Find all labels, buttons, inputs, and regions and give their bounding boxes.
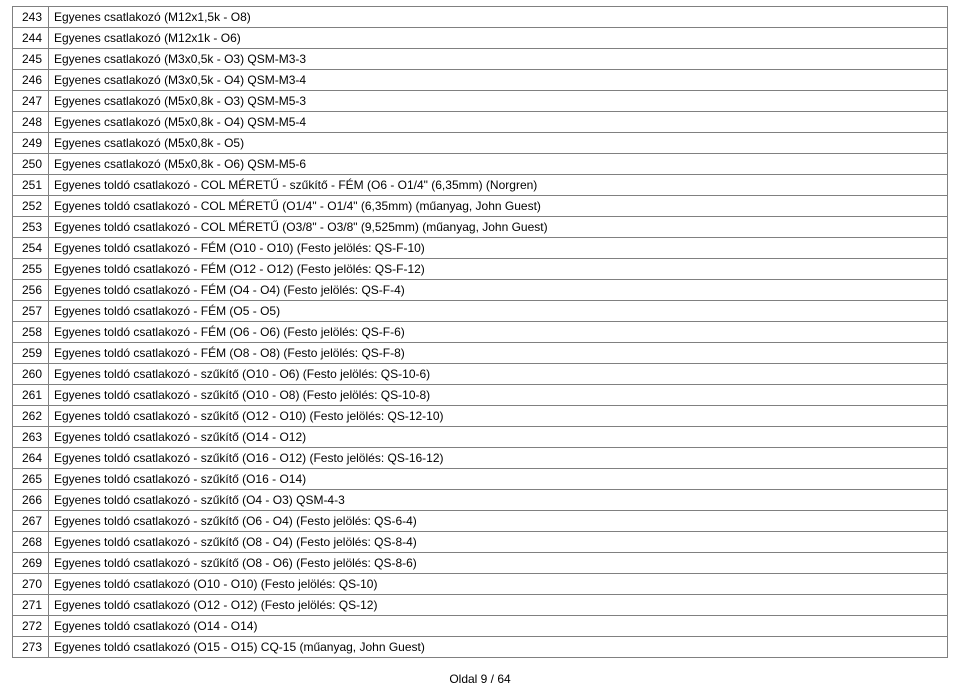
- row-description: Egyenes toldó csatlakozó - FÉM (O5 - O5): [49, 301, 948, 322]
- table-row: 267Egyenes toldó csatlakozó - szűkítő (O…: [13, 511, 948, 532]
- row-number: 254: [13, 238, 49, 259]
- table-row: 250Egyenes csatlakozó (M5x0,8k - O6) QSM…: [13, 154, 948, 175]
- table-row: 269Egyenes toldó csatlakozó - szűkítő (O…: [13, 553, 948, 574]
- row-number: 266: [13, 490, 49, 511]
- row-number: 253: [13, 217, 49, 238]
- row-description: Egyenes toldó csatlakozó - szűkítő (O8 -…: [49, 553, 948, 574]
- row-description: Egyenes csatlakozó (M5x0,8k - O3) QSM-M5…: [49, 91, 948, 112]
- row-number: 265: [13, 469, 49, 490]
- row-number: 246: [13, 70, 49, 91]
- row-description: Egyenes toldó csatlakozó - szűkítő (O8 -…: [49, 532, 948, 553]
- row-number: 249: [13, 133, 49, 154]
- row-number: 268: [13, 532, 49, 553]
- row-description: Egyenes toldó csatlakozó (O12 - O12) (Fe…: [49, 595, 948, 616]
- row-number: 257: [13, 301, 49, 322]
- row-number: 251: [13, 175, 49, 196]
- table-row: 244Egyenes csatlakozó (M12x1k - O6): [13, 28, 948, 49]
- row-number: 271: [13, 595, 49, 616]
- row-number: 247: [13, 91, 49, 112]
- table-row: 258Egyenes toldó csatlakozó - FÉM (O6 - …: [13, 322, 948, 343]
- row-number: 250: [13, 154, 49, 175]
- row-number: 248: [13, 112, 49, 133]
- row-description: Egyenes toldó csatlakozó - COL MÉRETŰ (O…: [49, 196, 948, 217]
- table-row: 254Egyenes toldó csatlakozó - FÉM (O10 -…: [13, 238, 948, 259]
- row-description: Egyenes toldó csatlakozó - FÉM (O10 - O1…: [49, 238, 948, 259]
- row-number: 260: [13, 364, 49, 385]
- row-number: 256: [13, 280, 49, 301]
- table-row: 255Egyenes toldó csatlakozó - FÉM (O12 -…: [13, 259, 948, 280]
- row-number: 261: [13, 385, 49, 406]
- table-row: 249Egyenes csatlakozó (M5x0,8k - O5): [13, 133, 948, 154]
- table-row: 261Egyenes toldó csatlakozó - szűkítő (O…: [13, 385, 948, 406]
- row-number: 262: [13, 406, 49, 427]
- table-row: 259Egyenes toldó csatlakozó - FÉM (O8 - …: [13, 343, 948, 364]
- row-description: Egyenes toldó csatlakozó - szűkítő (O4 -…: [49, 490, 948, 511]
- row-description: Egyenes toldó csatlakozó - FÉM (O12 - O1…: [49, 259, 948, 280]
- page-number: Oldal 9 / 64: [449, 672, 510, 686]
- row-description: Egyenes toldó csatlakozó - szűkítő (O12 …: [49, 406, 948, 427]
- table-row: 266Egyenes toldó csatlakozó - szűkítő (O…: [13, 490, 948, 511]
- table-row: 245Egyenes csatlakozó (M3x0,5k - O3) QSM…: [13, 49, 948, 70]
- row-description: Egyenes csatlakozó (M12x1k - O6): [49, 28, 948, 49]
- table-row: 251Egyenes toldó csatlakozó - COL MÉRETŰ…: [13, 175, 948, 196]
- row-description: Egyenes toldó csatlakozó - szűkítő (O14 …: [49, 427, 948, 448]
- table-row: 262Egyenes toldó csatlakozó - szűkítő (O…: [13, 406, 948, 427]
- table-row: 252Egyenes toldó csatlakozó - COL MÉRETŰ…: [13, 196, 948, 217]
- table-row: 263Egyenes toldó csatlakozó - szűkítő (O…: [13, 427, 948, 448]
- row-description: Egyenes csatlakozó (M12x1,5k - O8): [49, 7, 948, 28]
- row-description: Egyenes toldó csatlakozó - COL MÉRETŰ - …: [49, 175, 948, 196]
- row-description: Egyenes csatlakozó (M3x0,5k - O3) QSM-M3…: [49, 49, 948, 70]
- row-description: Egyenes toldó csatlakozó - szűkítő (O16 …: [49, 448, 948, 469]
- row-description: Egyenes csatlakozó (M5x0,8k - O4) QSM-M5…: [49, 112, 948, 133]
- table-row: 253Egyenes toldó csatlakozó - COL MÉRETŰ…: [13, 217, 948, 238]
- row-description: Egyenes toldó csatlakozó (O10 - O10) (Fe…: [49, 574, 948, 595]
- table-row: 264Egyenes toldó csatlakozó - szűkítő (O…: [13, 448, 948, 469]
- page-footer: Oldal 9 / 64: [12, 672, 948, 686]
- row-number: 245: [13, 49, 49, 70]
- table-row: 273Egyenes toldó csatlakozó (O15 - O15) …: [13, 637, 948, 658]
- row-number: 259: [13, 343, 49, 364]
- row-number: 270: [13, 574, 49, 595]
- table-row: 260Egyenes toldó csatlakozó - szűkítő (O…: [13, 364, 948, 385]
- row-description: Egyenes csatlakozó (M5x0,8k - O6) QSM-M5…: [49, 154, 948, 175]
- table-row: 257Egyenes toldó csatlakozó - FÉM (O5 - …: [13, 301, 948, 322]
- parts-table: 243Egyenes csatlakozó (M12x1,5k - O8)244…: [12, 6, 948, 658]
- table-row: 247Egyenes csatlakozó (M5x0,8k - O3) QSM…: [13, 91, 948, 112]
- row-description: Egyenes toldó csatlakozó - FÉM (O4 - O4)…: [49, 280, 948, 301]
- table-row: 256Egyenes toldó csatlakozó - FÉM (O4 - …: [13, 280, 948, 301]
- row-number: 263: [13, 427, 49, 448]
- row-description: Egyenes toldó csatlakozó (O14 - O14): [49, 616, 948, 637]
- row-number: 272: [13, 616, 49, 637]
- row-description: Egyenes toldó csatlakozó - FÉM (O8 - O8)…: [49, 343, 948, 364]
- table-row: 248Egyenes csatlakozó (M5x0,8k - O4) QSM…: [13, 112, 948, 133]
- row-description: Egyenes toldó csatlakozó - COL MÉRETŰ (O…: [49, 217, 948, 238]
- row-number: 252: [13, 196, 49, 217]
- table-row: 268Egyenes toldó csatlakozó - szűkítő (O…: [13, 532, 948, 553]
- table-row: 270Egyenes toldó csatlakozó (O10 - O10) …: [13, 574, 948, 595]
- row-number: 244: [13, 28, 49, 49]
- page: 243Egyenes csatlakozó (M12x1,5k - O8)244…: [0, 0, 960, 694]
- row-number: 264: [13, 448, 49, 469]
- table-row: 272Egyenes toldó csatlakozó (O14 - O14): [13, 616, 948, 637]
- row-number: 267: [13, 511, 49, 532]
- row-number: 243: [13, 7, 49, 28]
- table-row: 265Egyenes toldó csatlakozó - szűkítő (O…: [13, 469, 948, 490]
- table-row: 271Egyenes toldó csatlakozó (O12 - O12) …: [13, 595, 948, 616]
- row-description: Egyenes toldó csatlakozó - szűkítő (O10 …: [49, 385, 948, 406]
- row-number: 269: [13, 553, 49, 574]
- row-description: Egyenes toldó csatlakozó - szűkítő (O10 …: [49, 364, 948, 385]
- table-row: 246Egyenes csatlakozó (M3x0,5k - O4) QSM…: [13, 70, 948, 91]
- row-number: 258: [13, 322, 49, 343]
- row-number: 273: [13, 637, 49, 658]
- row-description: Egyenes toldó csatlakozó - szűkítő (O6 -…: [49, 511, 948, 532]
- row-number: 255: [13, 259, 49, 280]
- row-description: Egyenes csatlakozó (M3x0,5k - O4) QSM-M3…: [49, 70, 948, 91]
- row-description: Egyenes toldó csatlakozó (O15 - O15) CQ-…: [49, 637, 948, 658]
- table-row: 243Egyenes csatlakozó (M12x1,5k - O8): [13, 7, 948, 28]
- row-description: Egyenes toldó csatlakozó - szűkítő (O16 …: [49, 469, 948, 490]
- row-description: Egyenes csatlakozó (M5x0,8k - O5): [49, 133, 948, 154]
- row-description: Egyenes toldó csatlakozó - FÉM (O6 - O6)…: [49, 322, 948, 343]
